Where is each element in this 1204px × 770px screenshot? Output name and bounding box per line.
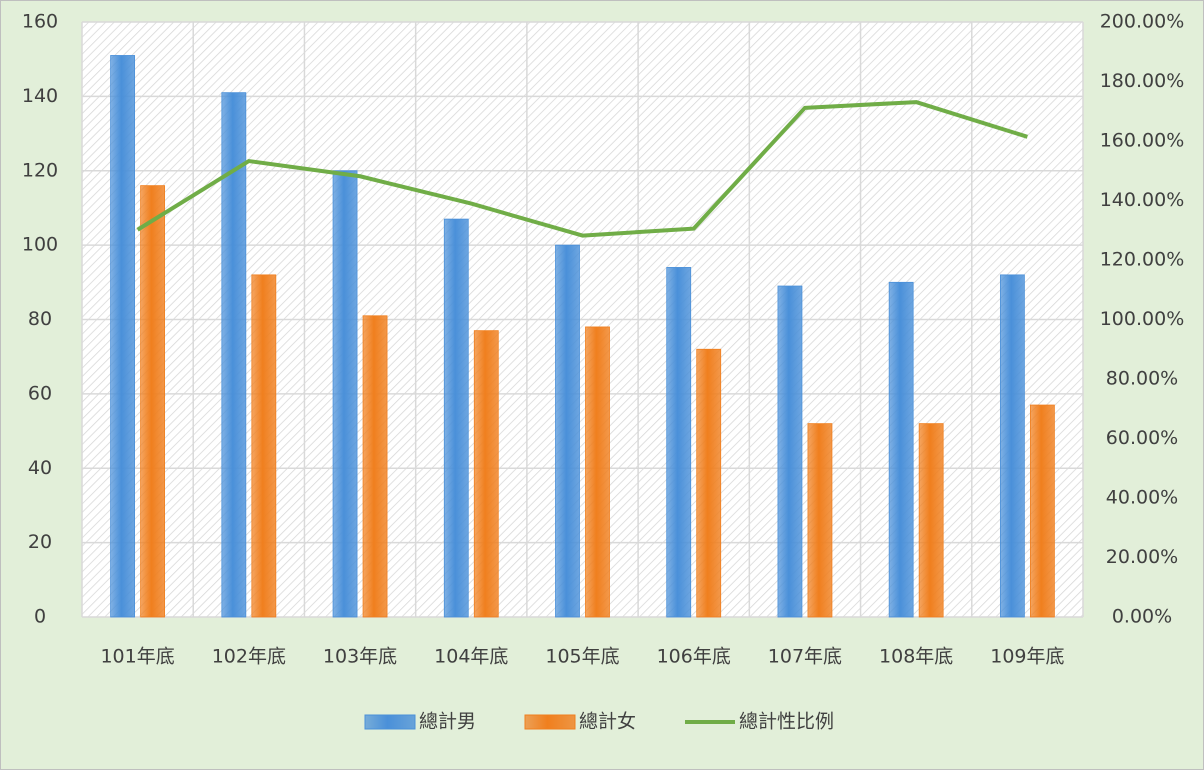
x-tick-label: 103年底 [323,646,397,668]
y-tick-label: 120 [22,159,58,181]
bar [777,285,803,618]
bar [251,274,277,618]
y2-tick-label: 140.00% [1100,189,1185,211]
bar [807,423,833,618]
bar [999,274,1025,618]
y-tick-label: 160 [22,11,58,33]
y2-tick-label: 20.00% [1106,546,1178,568]
legend-label: 總計性比例 [739,711,834,733]
bar [918,423,944,618]
bar [585,326,610,618]
bar [221,92,247,618]
y2-tick-label: 200.00% [1100,11,1185,33]
x-tick-label: 105年底 [545,646,619,668]
legend-swatch [524,714,576,730]
y-tick-label: 40 [28,457,52,479]
y-tick-label: 100 [22,234,58,256]
y-tick-label: 60 [28,382,52,404]
bar [110,55,136,618]
y2-tick-label: 0.00% [1112,606,1172,628]
y2-tick-label: 60.00% [1106,427,1178,449]
bar [362,315,388,618]
y-tick-label: 20 [28,531,52,553]
bar [555,244,580,618]
bar [140,185,166,618]
x-tick-label: 109年底 [990,646,1064,668]
y2-tick-label: 80.00% [1106,368,1178,390]
bar [1029,404,1055,618]
bar [443,218,469,618]
legend-label: 總計女 [579,711,636,733]
x-tick-label: 102年底 [212,646,286,668]
y2-tick-label: 100.00% [1100,308,1185,330]
x-tick-label: 106年底 [657,646,731,668]
y2-tick-label: 160.00% [1100,130,1185,152]
bar [666,267,692,618]
y-tick-label: 0 [34,606,46,628]
legend-label: 總計男 [419,711,476,733]
y-tick-label: 80 [28,308,52,330]
legend-swatch [364,714,416,730]
y2-tick-label: 180.00% [1100,70,1185,92]
y2-tick-label: 40.00% [1106,487,1178,509]
y-tick-label: 140 [22,85,58,107]
y2-tick-label: 120.00% [1100,249,1185,271]
x-tick-label: 101年底 [100,646,174,668]
x-tick-label: 108年底 [879,646,953,668]
x-tick-label: 107年底 [768,646,842,668]
x-tick-label: 104年底 [434,646,508,668]
line [136,100,1028,238]
bar [888,281,914,618]
bar [696,348,722,618]
bar [332,170,358,618]
bar [473,330,499,618]
